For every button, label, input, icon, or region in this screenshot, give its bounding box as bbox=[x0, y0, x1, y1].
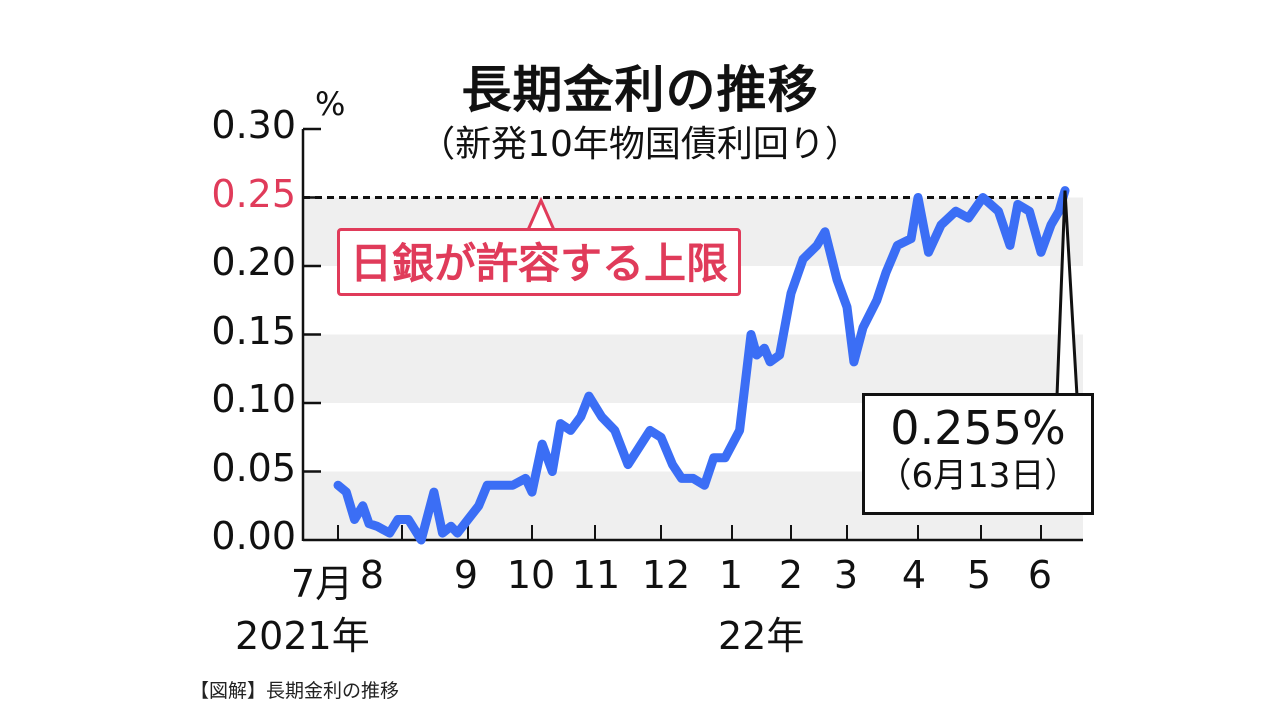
latest-value-callout: 0.255% （6月13日） bbox=[862, 393, 1094, 515]
y-tick-label: 0.05 bbox=[211, 445, 296, 490]
y-tick-label: 0.20 bbox=[211, 240, 296, 284]
x-tick-label: 1 bbox=[718, 553, 744, 597]
limit-annotation-label: 日銀が許容する上限 bbox=[337, 228, 741, 296]
yield-series-line bbox=[333, 186, 1070, 545]
x-tick-label: 12 bbox=[641, 553, 691, 597]
chart-subtitle: （新発10年物国債利回り） bbox=[419, 124, 861, 165]
y-tick-label: 0.00 bbox=[211, 514, 296, 558]
x-tick-label: 9 bbox=[453, 553, 479, 597]
x-tick-label: 5 bbox=[966, 553, 992, 597]
x-tick-label: 11 bbox=[571, 553, 621, 597]
limit-pointer bbox=[526, 196, 556, 231]
y-axis-unit: % bbox=[315, 85, 346, 123]
x-tick-label: 3 bbox=[833, 553, 859, 597]
y-tick-label: 0.30 bbox=[211, 103, 296, 147]
callout-date: （6月13日） bbox=[877, 456, 1079, 496]
x-tick-label: 4 bbox=[901, 553, 927, 597]
y-tick-label: 0.25 bbox=[211, 171, 296, 216]
y-tick-label: 0.15 bbox=[211, 308, 296, 353]
y-tick-label: 0.10 bbox=[211, 377, 296, 421]
grid-band bbox=[303, 334, 1083, 403]
x-tick-label: 7月 bbox=[290, 562, 354, 606]
x-year-label: 22年 bbox=[718, 614, 805, 658]
x-year-label: 2021年 bbox=[235, 614, 370, 658]
x-tick-label: 10 bbox=[506, 553, 556, 597]
figure-caption: 【図解】長期金利の推移 bbox=[190, 680, 400, 702]
x-tick-label: 8 bbox=[359, 553, 385, 597]
chart-title: 長期金利の推移 bbox=[461, 61, 819, 119]
callout-value: 0.255% bbox=[890, 401, 1066, 455]
x-tick-label: 6 bbox=[1027, 553, 1053, 597]
x-tick-label: 2 bbox=[778, 553, 804, 597]
